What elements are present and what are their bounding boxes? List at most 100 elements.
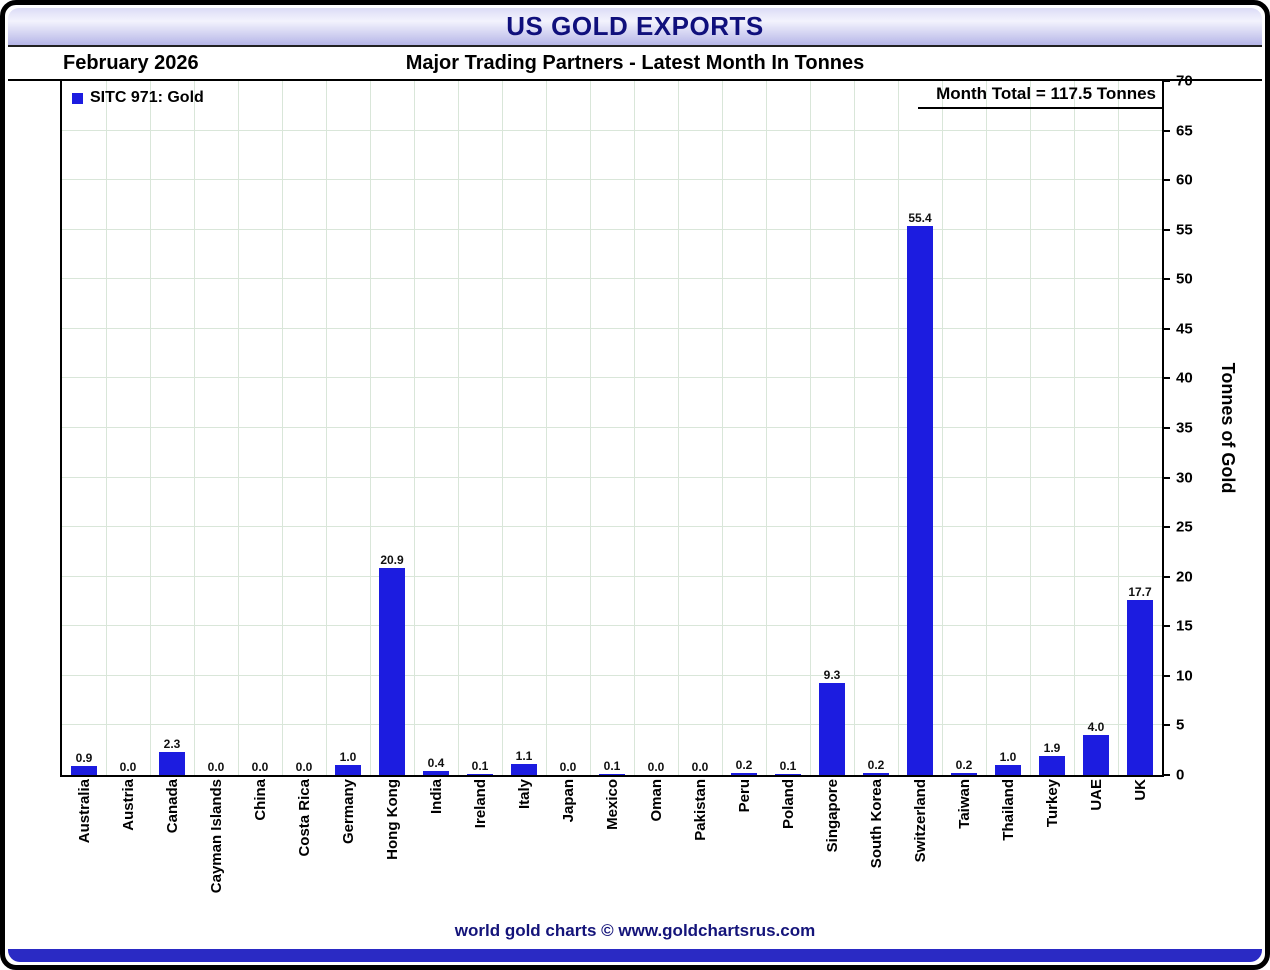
bar-group-australia: 0.9 xyxy=(62,81,106,775)
grid-line-vertical xyxy=(502,81,503,775)
bar-group-oman: 0.0 xyxy=(634,81,678,775)
grid-line-horizontal xyxy=(62,377,1162,379)
bar-value-label: 0.2 xyxy=(955,758,973,772)
grid-line-vertical xyxy=(106,81,107,775)
bar-group-poland: 0.1 xyxy=(766,81,810,775)
bar xyxy=(907,226,933,775)
bar-value-label: 1.0 xyxy=(999,750,1017,764)
x-label-cell: Germany xyxy=(326,779,370,934)
bar xyxy=(775,774,801,775)
grid-line-horizontal xyxy=(62,129,1162,131)
bar-group-switzerland: 55.4 xyxy=(898,81,942,775)
y-tick-mark xyxy=(1162,724,1170,727)
bar-group-south-korea: 0.2 xyxy=(854,81,898,775)
x-axis-label: Costa Rica xyxy=(295,779,313,857)
grid-line-vertical xyxy=(546,81,547,775)
bar-group-cayman-islands: 0.0 xyxy=(194,81,238,775)
x-axis-label: Pakistan xyxy=(691,779,709,841)
x-label-cell: Canada xyxy=(150,779,194,934)
x-axis-label: Cayman Islands xyxy=(207,779,225,894)
bar-group-ireland: 0.1 xyxy=(458,81,502,775)
bar-group-thailand: 1.0 xyxy=(986,81,1030,775)
bar-value-label: 1.9 xyxy=(1043,741,1061,755)
bar-group-germany: 1.0 xyxy=(326,81,370,775)
grid-line-horizontal xyxy=(62,228,1162,230)
bar-value-label: 0.0 xyxy=(647,760,665,774)
bar-value-label: 0.0 xyxy=(295,760,313,774)
chart-subtitle: Major Trading Partners - Latest Month In… xyxy=(405,52,865,74)
grid-line-horizontal xyxy=(62,724,1162,726)
x-axis-label: Taiwan xyxy=(955,779,973,829)
y-tick-mark xyxy=(1162,80,1170,82)
x-label-cell: UK xyxy=(1118,779,1162,934)
x-label-cell: Ireland xyxy=(458,779,502,934)
bar-value-label: 1.0 xyxy=(339,750,357,764)
bar-group-pakistan: 0.0 xyxy=(678,81,722,775)
y-tick-mark xyxy=(1162,476,1170,479)
y-tick-mark xyxy=(1162,625,1170,628)
grid-line-vertical xyxy=(634,81,635,775)
bar-value-label: 0.0 xyxy=(251,760,269,774)
y-tick-label: 50 xyxy=(1176,270,1193,288)
y-tick-label: 60 xyxy=(1176,171,1193,189)
bar xyxy=(863,773,889,775)
y-tick-label: 30 xyxy=(1176,469,1193,487)
x-label-cell: Switzerland xyxy=(898,779,942,934)
bar-value-label: 0.0 xyxy=(691,760,709,774)
x-label-cell: Australia xyxy=(62,779,106,934)
grid-line-vertical xyxy=(1074,81,1075,775)
bar-value-label: 0.0 xyxy=(119,760,137,774)
month-total-label: Month Total = 117.5 Tonnes xyxy=(918,81,1162,109)
x-label-cell: Singapore xyxy=(810,779,854,934)
x-label-cell: Turkey xyxy=(1030,779,1074,934)
bar-group-uk: 17.7 xyxy=(1118,81,1162,775)
x-axis-label: Singapore xyxy=(823,779,841,853)
grid-line-horizontal xyxy=(62,179,1162,181)
grid-line-horizontal xyxy=(62,674,1162,676)
x-axis-label: Austria xyxy=(119,779,137,831)
x-axis-label: UK xyxy=(1131,779,1149,801)
x-label-cell: Cayman Islands xyxy=(194,779,238,934)
y-axis-title: Tonnes of Gold xyxy=(1218,362,1238,494)
grid-line-vertical xyxy=(722,81,723,775)
y-tick-mark xyxy=(1162,526,1170,529)
y-tick-mark xyxy=(1162,575,1170,578)
y-tick-label: 0 xyxy=(1176,766,1185,784)
x-label-cell: Oman xyxy=(634,779,678,934)
bar xyxy=(731,773,757,775)
grid-line-horizontal xyxy=(62,427,1162,428)
x-label-cell: Costa Rica xyxy=(282,779,326,934)
x-label-cell: Peru xyxy=(722,779,766,934)
grid-line-horizontal xyxy=(62,476,1162,478)
y-axis: 0 5 10 15 20 25 30 35 40 45 50 55 60 65 70 xyxy=(1162,73,1265,784)
x-label-cell: Hong Kong xyxy=(370,779,414,934)
bar-value-label: 20.9 xyxy=(380,553,404,567)
bar-value-label: 0.1 xyxy=(471,759,489,773)
bar-value-label: 4.0 xyxy=(1087,720,1105,734)
grid-line-vertical xyxy=(678,81,679,775)
x-axis-label: Italy xyxy=(515,779,533,810)
bar-value-label: 1.1 xyxy=(515,749,533,763)
bar-value-label: 0.2 xyxy=(867,758,885,772)
x-axis-label: Peru xyxy=(735,779,753,813)
bar-group-singapore: 9.3 xyxy=(810,81,854,775)
y-tick-mark xyxy=(1162,327,1170,330)
x-label-cell: Mexico xyxy=(590,779,634,934)
divider xyxy=(8,79,1262,81)
x-label-cell: Poland xyxy=(766,779,810,934)
grid-line-vertical xyxy=(590,81,591,775)
bar-group-italy: 1.1 xyxy=(502,81,546,775)
bar-group-uae: 4.0 xyxy=(1074,81,1118,775)
bar-group-india: 0.4 xyxy=(414,81,458,775)
bar xyxy=(511,764,537,775)
bar xyxy=(995,765,1021,775)
y-tick-label: 65 xyxy=(1176,122,1193,140)
bar xyxy=(379,568,405,775)
bar xyxy=(335,765,361,775)
x-axis-label: Hong Kong xyxy=(383,779,401,860)
bar-group-turkey: 1.9 xyxy=(1030,81,1074,775)
y-tick-label: 10 xyxy=(1176,667,1193,685)
bar-value-label: 0.4 xyxy=(427,756,445,770)
y-tick-label: 5 xyxy=(1176,716,1185,734)
